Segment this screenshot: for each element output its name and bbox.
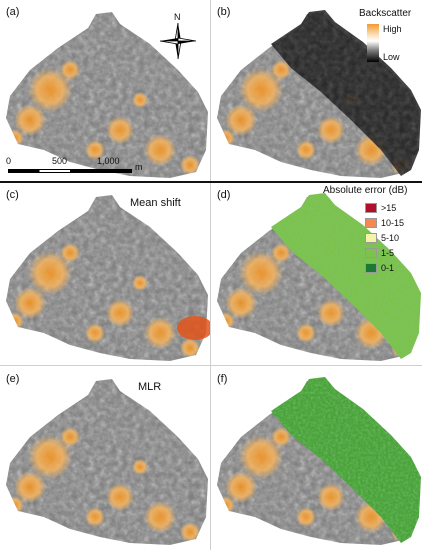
- map-mlr: [6, 379, 208, 545]
- scale-unit: m: [135, 162, 143, 172]
- panel-divider-horizontal: [0, 365, 422, 366]
- panel-label: (b): [217, 6, 231, 18]
- north-label: N: [174, 12, 181, 22]
- legend-label: 5-10: [381, 233, 400, 243]
- legend-label: 10-15: [381, 218, 405, 228]
- scale-bar-graphic: [8, 169, 132, 173]
- panel-label: (a): [6, 6, 20, 18]
- panel-label: (f): [217, 373, 228, 385]
- panel-divider-vertical: [210, 0, 211, 550]
- legend-swatch: [365, 218, 377, 228]
- panel-title: Mean shift: [130, 197, 181, 209]
- legend-swatch: [365, 263, 377, 273]
- legend-swatch: [365, 203, 377, 213]
- panel-c: (c) Mean shift: [0, 183, 210, 364]
- panel-d: (d) Absolute error (dB) >15 10-15 5-10 1…: [211, 183, 421, 364]
- legend-label: 0-1: [381, 263, 395, 273]
- scale-tick-1000: 1,000: [97, 156, 120, 166]
- scale-tick-0: 0: [6, 156, 12, 166]
- compass-rose-icon: [159, 22, 197, 60]
- backscatter-legend: Backscatter High Low: [359, 8, 419, 68]
- backscatter-color-ramp: [367, 24, 379, 62]
- legend-title: Absolute error (dB): [323, 185, 408, 196]
- map-mean-shift: [6, 195, 210, 361]
- legend-swatch: [365, 248, 377, 258]
- error-legend: Absolute error (dB) >15 10-15 5-10 1-5 0…: [323, 185, 421, 275]
- section-divider: [0, 181, 422, 183]
- legend-high: High: [383, 24, 402, 34]
- panel-label: (c): [6, 189, 19, 201]
- panel-e: (e) MLR: [0, 367, 210, 548]
- legend-label: 1-5: [381, 248, 395, 258]
- scale-bar: 0 500 1,000 m: [6, 156, 146, 180]
- map-error-mlr: [217, 377, 421, 545]
- panel-title: MLR: [138, 381, 162, 393]
- legend-low: Low: [383, 52, 400, 62]
- legend-swatch: [365, 233, 377, 243]
- scale-tick-500: 500: [52, 156, 68, 166]
- north-arrow: N: [158, 12, 198, 60]
- panel-f: (f): [211, 367, 421, 548]
- panel-label: (d): [217, 189, 231, 201]
- panel-label: (e): [6, 373, 20, 385]
- legend-title: Backscatter: [359, 8, 412, 19]
- legend-label: >15: [381, 203, 397, 213]
- panel-b: (b) Backscatter High Low: [211, 0, 421, 181]
- panel-a: (a) N 0 500 1,000 m: [0, 0, 210, 181]
